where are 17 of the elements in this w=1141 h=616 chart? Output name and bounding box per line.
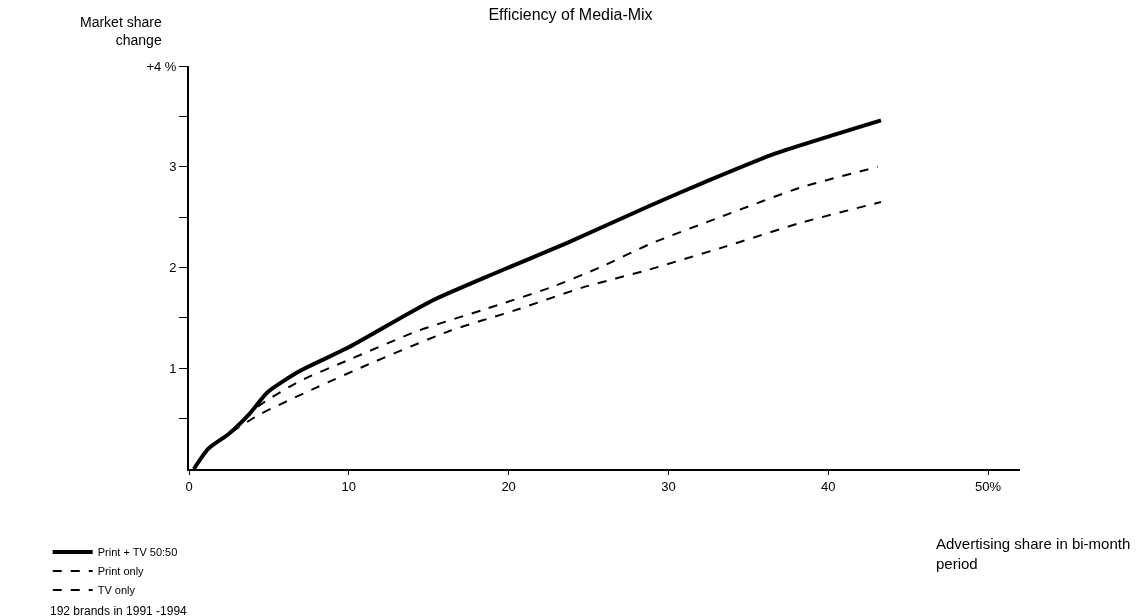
legend-label: Print only (97, 565, 145, 578)
x-tick-label: 30 (661, 478, 676, 494)
y-tick-label: 1 (169, 360, 177, 376)
x-tick-label: 10 (341, 478, 357, 494)
x-axis-title: Advertising share in bi-month period (936, 535, 1131, 572)
legend-label: TV only (97, 584, 136, 597)
y-tick-label: 3 (169, 159, 177, 175)
legend-label: Print + TV 50:50 (97, 546, 178, 559)
y-tick-label: 2 (169, 260, 177, 276)
x-tick-label: 50% (975, 478, 1002, 494)
text: 192 brands in 1991 -1994 (50, 604, 188, 616)
x-tick-label: 0 (185, 478, 193, 494)
x-tick-label: 40 (821, 478, 836, 494)
y-tick-label: +4 % (146, 58, 177, 74)
chart-title: Efficiency of Media-Mix (488, 6, 653, 24)
y-axis-title: Market share change (80, 14, 162, 49)
x-tick-label: 20 (501, 478, 516, 494)
